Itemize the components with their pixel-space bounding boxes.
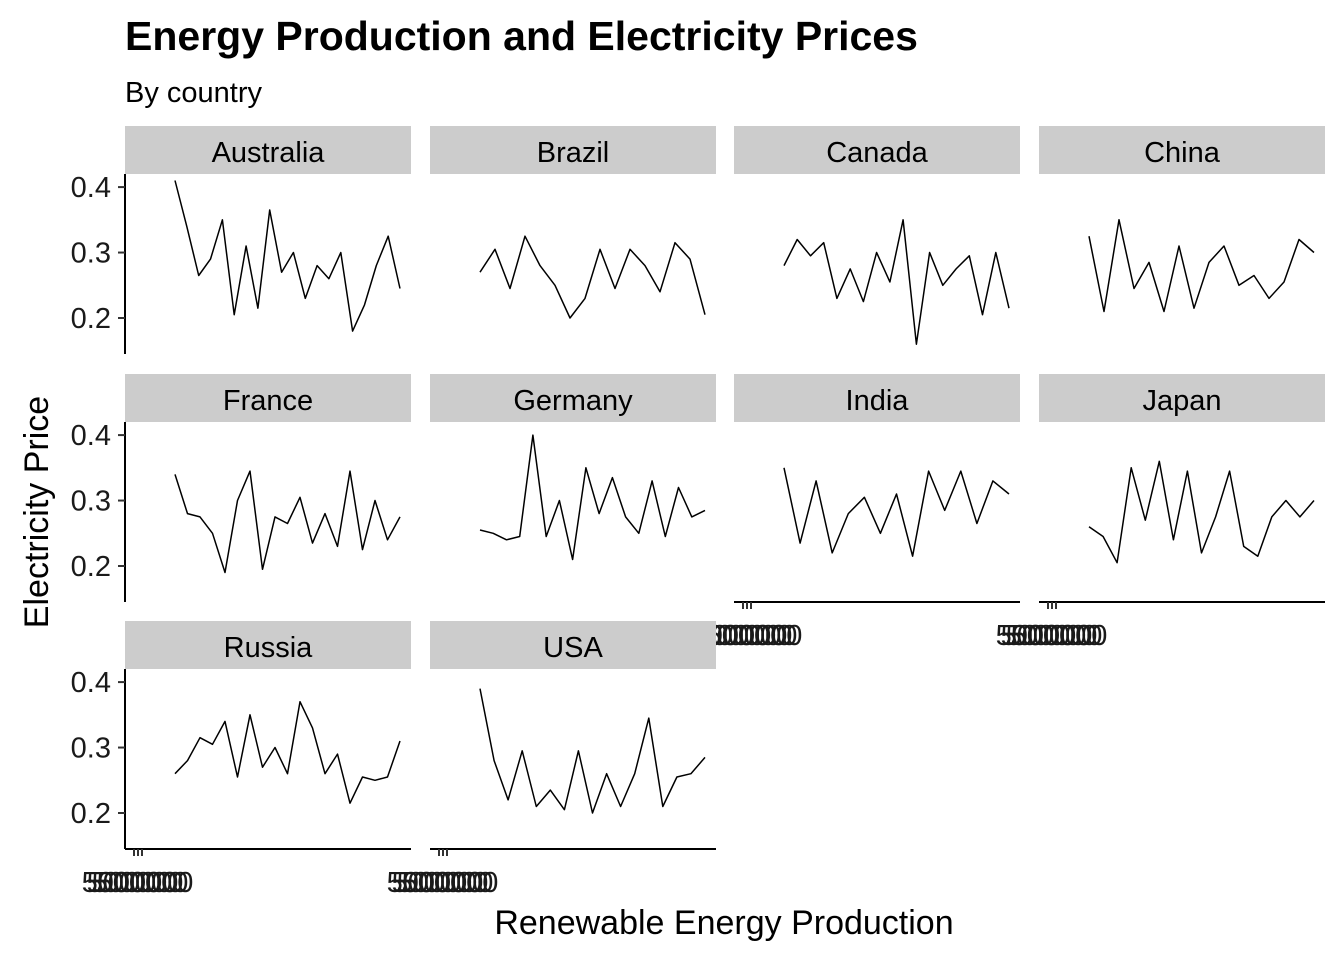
strip-label-canada: Canada	[826, 137, 928, 169]
series-line-india	[783, 467, 1010, 557]
strip-label-china: China	[1144, 137, 1221, 169]
strip-australia	[125, 126, 411, 174]
y-tick-label-russia: 0.4	[71, 667, 111, 699]
y-tick-label-france: 0.4	[71, 420, 111, 452]
series-line-france	[174, 470, 401, 574]
series-line-brazil	[479, 235, 706, 319]
panel-germany: Germany	[430, 374, 716, 561]
strip-label-australia: Australia	[212, 137, 326, 169]
y-tick-label-australia: 0.4	[71, 172, 111, 204]
y-tick-label-france: 0.3	[71, 486, 111, 518]
panel-brazil: Brazil	[430, 126, 716, 319]
y-tick-label-france: 0.2	[71, 551, 111, 583]
strip-china	[1039, 126, 1325, 174]
x-tick-label-usa: 500000	[392, 867, 489, 899]
y-tick-label-australia: 0.3	[71, 238, 111, 270]
x-tick-label-japan: 500000	[996, 620, 1093, 652]
strip-france	[125, 374, 411, 422]
x-axis-title: Renewable Energy Production	[494, 904, 953, 942]
y-axis-title: Electricity Price	[18, 396, 56, 628]
x-tick-label-usa: 500000	[397, 867, 494, 899]
panel-france: France 0.2 0.3 0.4	[71, 374, 411, 602]
x-tick-label-russia: 500000	[87, 867, 184, 899]
x-tick-label-japan: 500000	[1011, 620, 1108, 652]
strip-india	[734, 374, 1020, 422]
strip-germany	[430, 374, 716, 422]
series-line-japan	[1088, 460, 1315, 564]
panel-canada: Canada	[734, 126, 1020, 345]
y-tick-label-russia: 0.3	[71, 733, 111, 765]
series-line-germany	[479, 434, 706, 561]
strip-label-india: India	[846, 385, 910, 417]
strip-label-germany: Germany	[513, 385, 633, 417]
panel-australia: Australia 0.2 0.3 0.4	[71, 126, 411, 354]
x-tick-label-russia: 500000	[82, 867, 179, 899]
series-line-china	[1088, 219, 1315, 313]
strip-label-russia: Russia	[224, 632, 314, 664]
strip-usa	[430, 621, 716, 669]
strip-brazil	[430, 126, 716, 174]
x-tick-label-india: 500000	[706, 620, 803, 652]
x-tick-label-japan: 500000	[1006, 620, 1103, 652]
y-tick-label-russia: 0.2	[71, 798, 111, 830]
y-tick-label-australia: 0.2	[71, 303, 111, 335]
strip-label-france: France	[223, 385, 313, 417]
panel-china: China	[1039, 126, 1325, 313]
chart-title: Energy Production and Electricity Prices	[125, 13, 918, 59]
series-line-russia	[174, 700, 401, 804]
x-tick-label-usa: 500000	[387, 867, 484, 899]
facet-panels: Australia 0.2 0.3 0.4 Brazil Canada China Franc…	[71, 126, 1325, 899]
strip-russia	[125, 621, 411, 669]
x-tick-label-usa: 500000	[402, 867, 499, 899]
x-tick-label-japan: 500000	[1001, 620, 1098, 652]
x-tick-label-russia: 500000	[92, 867, 189, 899]
chart-subtitle: By country	[125, 77, 262, 109]
series-line-usa	[479, 688, 706, 814]
strip-canada	[734, 126, 1020, 174]
strip-japan	[1039, 374, 1325, 422]
x-tick-label-russia: 500000	[97, 867, 194, 899]
series-line-australia	[174, 180, 401, 332]
strip-label-usa: USA	[543, 632, 603, 664]
series-line-canada	[783, 219, 1010, 345]
strip-label-brazil: Brazil	[537, 137, 610, 169]
strip-label-japan: Japan	[1142, 385, 1221, 417]
x-tick-label-india: 500000	[701, 620, 798, 652]
